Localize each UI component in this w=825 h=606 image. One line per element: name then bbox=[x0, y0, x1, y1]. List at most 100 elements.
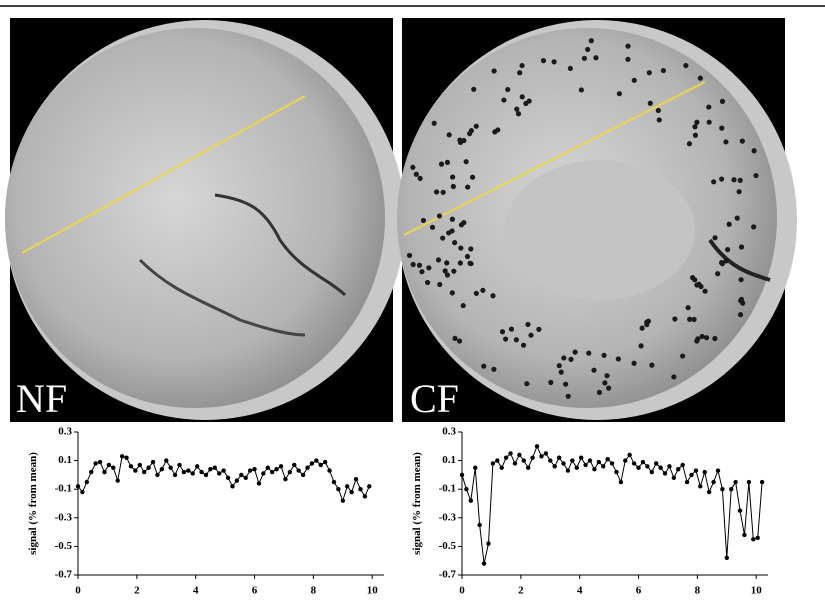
image-panel: NF bbox=[5, 18, 405, 422]
data-point bbox=[566, 468, 570, 472]
data-point bbox=[513, 461, 517, 465]
data-point bbox=[676, 467, 680, 471]
data-point bbox=[605, 457, 609, 461]
data-point bbox=[552, 464, 556, 468]
seed bbox=[450, 217, 455, 222]
seed bbox=[731, 177, 736, 182]
seed bbox=[536, 327, 541, 332]
data-point bbox=[636, 466, 640, 470]
data-point bbox=[305, 466, 309, 470]
seed bbox=[490, 293, 495, 298]
seed bbox=[695, 336, 700, 341]
data-point bbox=[221, 468, 225, 472]
data-point bbox=[694, 468, 698, 472]
y-tick-label: -0.5 bbox=[55, 540, 73, 552]
seed bbox=[407, 253, 412, 258]
seed bbox=[602, 380, 607, 385]
data-point bbox=[349, 490, 353, 494]
data-point bbox=[252, 467, 256, 471]
data-point bbox=[495, 458, 499, 462]
data-point bbox=[469, 498, 473, 502]
data-point bbox=[301, 473, 305, 477]
seed bbox=[447, 132, 452, 137]
seed bbox=[465, 184, 470, 189]
seed bbox=[450, 174, 455, 179]
x-tick-label: 0 bbox=[75, 585, 81, 597]
seed bbox=[671, 374, 676, 379]
seed bbox=[548, 380, 553, 385]
data-point bbox=[756, 536, 760, 540]
data-point bbox=[680, 463, 684, 467]
panel-label: CF bbox=[410, 376, 459, 421]
data-point bbox=[482, 561, 486, 565]
seed bbox=[492, 129, 497, 134]
seed bbox=[593, 55, 598, 60]
data-point bbox=[195, 464, 199, 468]
seed bbox=[693, 133, 698, 138]
seed bbox=[568, 357, 573, 362]
data-point bbox=[526, 466, 530, 470]
data-point bbox=[204, 473, 208, 477]
data-point bbox=[98, 460, 102, 464]
seed bbox=[426, 265, 431, 270]
data-point bbox=[151, 460, 155, 464]
data-point bbox=[473, 466, 477, 470]
y-axis-label: signal (% from mean) bbox=[27, 452, 39, 555]
data-point bbox=[261, 471, 265, 475]
seed bbox=[589, 38, 594, 43]
data-point bbox=[173, 473, 177, 477]
seed bbox=[557, 363, 562, 368]
seed bbox=[632, 78, 637, 83]
figure: NF CF 0.30.1-0.1-0.3-0.5-0.70246810signa… bbox=[0, 0, 825, 606]
seed bbox=[421, 218, 426, 223]
seed bbox=[625, 57, 630, 62]
seed bbox=[706, 104, 711, 109]
seed bbox=[461, 303, 466, 308]
data-point bbox=[89, 470, 93, 474]
seed bbox=[638, 343, 643, 348]
data-point bbox=[623, 458, 627, 462]
seed bbox=[559, 370, 564, 375]
data-point bbox=[257, 481, 261, 485]
seed bbox=[419, 269, 424, 274]
seed bbox=[740, 139, 745, 144]
seed bbox=[698, 76, 703, 81]
seed bbox=[541, 58, 546, 63]
seed bbox=[517, 70, 522, 75]
panel-label: NF bbox=[16, 376, 67, 421]
seed bbox=[432, 121, 437, 126]
seed bbox=[516, 111, 521, 116]
seed bbox=[417, 263, 422, 268]
data-point bbox=[601, 464, 605, 468]
seed bbox=[465, 254, 470, 259]
seed bbox=[410, 165, 415, 170]
seed bbox=[585, 47, 590, 52]
seed bbox=[470, 175, 475, 180]
data-point bbox=[345, 484, 349, 488]
seed bbox=[430, 225, 435, 230]
data-point bbox=[570, 458, 574, 462]
seed bbox=[692, 124, 697, 129]
data-point bbox=[747, 480, 751, 484]
seed bbox=[563, 382, 568, 387]
data-point bbox=[711, 480, 715, 484]
seed bbox=[437, 213, 442, 218]
seed bbox=[720, 99, 725, 104]
seed bbox=[468, 246, 473, 251]
seed bbox=[725, 247, 730, 252]
data-point bbox=[248, 468, 252, 472]
data-point bbox=[332, 480, 336, 484]
seed bbox=[474, 291, 479, 296]
data-point bbox=[310, 461, 314, 465]
seed bbox=[425, 280, 430, 285]
data-point bbox=[703, 470, 707, 474]
data-point bbox=[522, 458, 526, 462]
data-point bbox=[729, 487, 733, 491]
y-tick-label: 0.3 bbox=[58, 426, 72, 438]
seed bbox=[519, 63, 524, 68]
seed bbox=[625, 44, 630, 49]
y-axis-label: signal (% from mean) bbox=[411, 452, 423, 555]
seed bbox=[505, 87, 510, 92]
seed bbox=[719, 126, 724, 131]
y-tick-label: -0.7 bbox=[439, 569, 457, 581]
